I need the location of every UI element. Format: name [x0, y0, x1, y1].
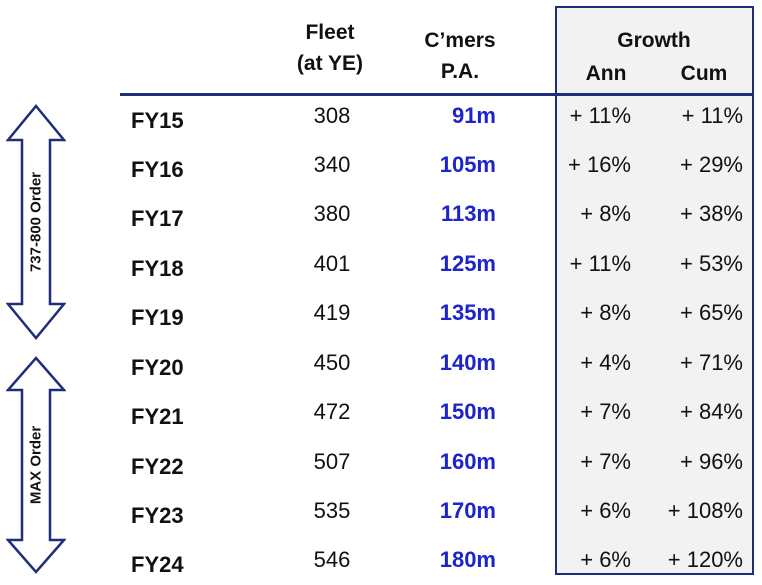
header-divider: [120, 93, 752, 96]
growth-panel: [555, 6, 754, 575]
cmers-cell: 150m: [439, 399, 496, 424]
cmers-cell: 160m: [439, 449, 496, 474]
cmers-cell: 91m: [451, 103, 496, 128]
fleet-cell: 507: [313, 449, 351, 474]
cmers-cell: 135m: [439, 300, 496, 325]
header-cmers: C’mers P.A.: [410, 25, 510, 87]
cmers-cell: 113m: [440, 201, 496, 226]
double-arrow-737-icon: [6, 104, 66, 340]
fleet-cell: 419: [313, 300, 351, 325]
table-row: FY23 535 170m + 6% + 108%: [0, 491, 762, 531]
fleet-cell: 380: [313, 201, 351, 226]
ann-growth-cell: + 11%: [569, 103, 631, 128]
cum-growth-cell: + 96%: [680, 449, 743, 474]
header-ann: Ann: [585, 62, 627, 85]
table-row: FY15 308 91m + 11% + 11%: [0, 96, 762, 136]
header-cmers-label: C’mers: [424, 29, 496, 52]
cmers-cell: 140m: [439, 350, 496, 375]
cum-growth-cell: + 71%: [680, 350, 743, 375]
ann-growth-cell: + 16%: [568, 152, 631, 177]
year-cell: FY22: [131, 454, 184, 479]
cum-growth-cell: + 11%: [681, 103, 743, 128]
cum-growth-cell: + 29%: [680, 152, 743, 177]
header-growth: Growth: [617, 29, 691, 52]
fleet-cell: 340: [313, 152, 351, 177]
cum-growth-cell: + 108%: [667, 498, 743, 523]
ann-growth-cell: + 6%: [580, 547, 631, 572]
table-row: FY17 380 113m + 8% + 38%: [0, 194, 762, 234]
table-row: FY21 472 150m + 7% + 84%: [0, 392, 762, 432]
year-cell: FY21: [131, 404, 184, 429]
year-cell: FY16: [131, 157, 184, 182]
ann-growth-cell: + 7%: [580, 399, 631, 424]
year-cell: FY20: [131, 355, 184, 380]
fleet-cell: 472: [313, 399, 351, 424]
year-cell: FY17: [131, 206, 184, 231]
ann-growth-cell: + 6%: [580, 498, 631, 523]
table-row: FY19 419 135m + 8% + 65%: [0, 293, 762, 333]
table-row: FY24 546 180m + 6% + 120%: [0, 540, 762, 580]
year-cell: FY18: [131, 256, 184, 281]
double-arrow-max-icon: [6, 356, 66, 574]
table-row: FY18 401 125m + 11% + 53%: [0, 244, 762, 284]
cmers-cell: 180m: [439, 547, 496, 572]
table-row: FY22 507 160m + 7% + 96%: [0, 442, 762, 482]
ann-growth-cell: + 11%: [569, 251, 631, 276]
cum-growth-cell: + 120%: [667, 547, 743, 572]
header-fleet: Fleet (at YE): [280, 17, 380, 79]
year-cell: FY19: [131, 305, 184, 330]
ann-growth-cell: + 8%: [580, 300, 631, 325]
fleet-cell: 401: [313, 251, 351, 276]
cum-growth-cell: + 65%: [680, 300, 743, 325]
fleet-cell: 535: [313, 498, 351, 523]
ann-growth-cell: + 4%: [580, 350, 631, 375]
table-row: FY16 340 105m + 16% + 29%: [0, 145, 762, 185]
ann-growth-cell: + 8%: [580, 201, 631, 226]
year-cell: FY24: [131, 552, 184, 577]
header-cum: Cum: [680, 62, 728, 85]
year-cell: FY23: [131, 503, 184, 528]
fleet-cell: 450: [313, 350, 351, 375]
cmers-cell: 105m: [439, 152, 496, 177]
cum-growth-cell: + 53%: [680, 251, 743, 276]
ann-growth-cell: + 7%: [580, 449, 631, 474]
cmers-cell: 125m: [439, 251, 496, 276]
fleet-cell: 546: [313, 547, 351, 572]
year-cell: FY15: [131, 108, 184, 133]
table-row: FY20 450 140m + 4% + 71%: [0, 343, 762, 383]
header-cmers-sub: P.A.: [440, 60, 480, 83]
cum-growth-cell: + 84%: [680, 399, 743, 424]
cmers-cell: 170m: [439, 498, 496, 523]
fleet-cell: 308: [313, 103, 351, 128]
header-fleet-sub: (at YE): [296, 52, 364, 75]
cum-growth-cell: + 38%: [680, 201, 743, 226]
header-fleet-label: Fleet: [305, 21, 355, 44]
